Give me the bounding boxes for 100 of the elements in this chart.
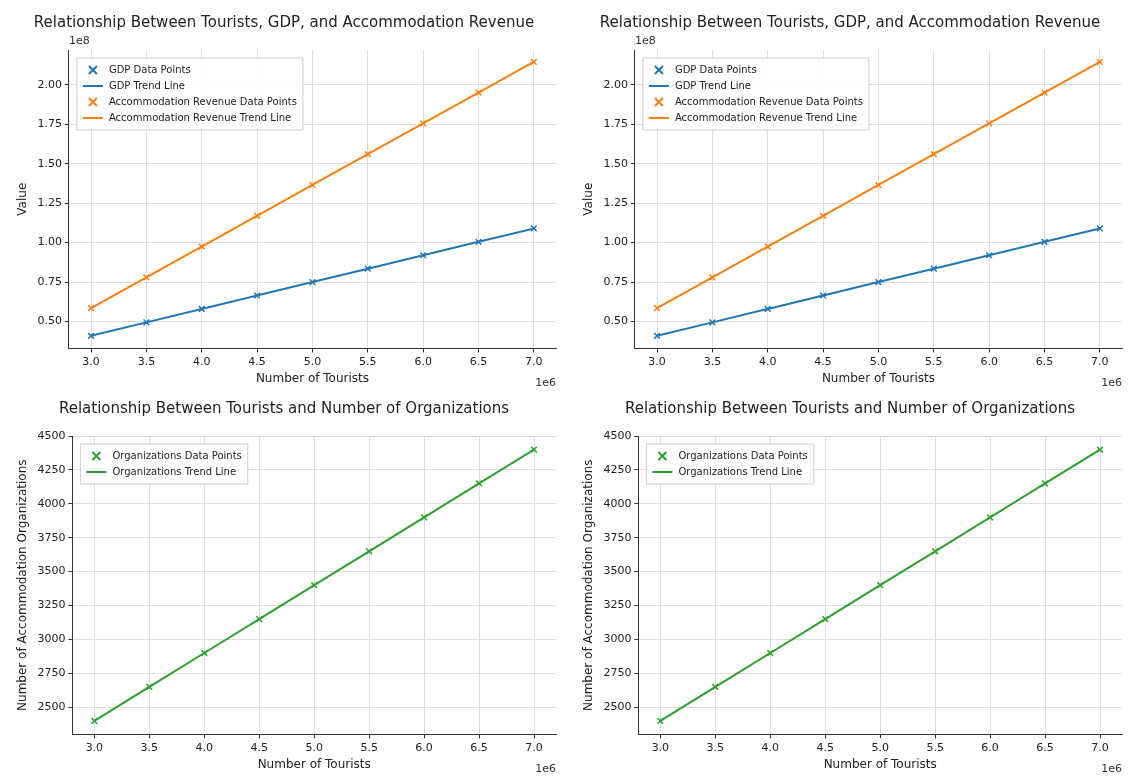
legend-label: Accommodation Revenue Data Points — [108, 95, 297, 107]
y-tick-label: 4500 — [37, 428, 66, 442]
chart-title: Relationship Between Tourists and Number of Organizations — [624, 398, 1076, 417]
y-tick-label: 2500 — [603, 700, 632, 714]
y-tick-label: 3500 — [603, 564, 632, 578]
x-tick-label: 5.5 — [359, 354, 377, 368]
y-tick-label: 3250 — [37, 598, 66, 612]
y-tick-label: 0.75 — [37, 274, 62, 288]
x-tick-label: 3.0 — [651, 740, 670, 754]
x-tick-label: 4.0 — [192, 354, 211, 368]
point — [310, 581, 318, 589]
y-axis-title: Value — [581, 182, 596, 216]
point — [364, 150, 372, 158]
point — [708, 273, 716, 281]
x-tick-label: 3.5 — [703, 354, 722, 368]
legend-label: GDP Trend Line — [108, 79, 185, 91]
chart-title: Relationship Between Tourists, GDP, and Accommodation Revenue — [599, 12, 1101, 31]
legend-label: GDP Data Points — [108, 63, 191, 75]
y-tick-label: 4250 — [603, 462, 632, 476]
point — [874, 181, 883, 189]
x-tick-label: 4.5 — [248, 354, 266, 368]
y-axis-title: Number of Accommodation Organizations — [15, 459, 30, 711]
y-tick-label: 2.00 — [603, 77, 628, 91]
point — [1096, 58, 1104, 66]
y-axis-title: Number of Accommodation Organizations — [581, 459, 596, 711]
x-tick-label: 3.5 — [137, 354, 156, 368]
x-tick-label: 5.5 — [926, 740, 944, 754]
y-tick-label: 0.75 — [603, 274, 628, 288]
y-tick-label: 3250 — [603, 598, 632, 612]
point — [142, 318, 150, 326]
chart-title: Relationship Between Tourists, GDP, and Accommodation Revenue — [33, 12, 535, 31]
y-tick-label: 4000 — [37, 496, 66, 510]
legend-label: GDP Data Points — [674, 63, 757, 75]
x-tick-label: 5.5 — [360, 740, 378, 754]
legend-label: Organizations Trend Line — [112, 465, 237, 477]
y-tick-label: 1.00 — [603, 235, 628, 249]
point — [308, 181, 317, 189]
legend-label: Accommodation Revenue Trend Line — [108, 111, 292, 123]
y-tick-label: 1.25 — [603, 196, 628, 210]
point — [530, 445, 538, 454]
y-tick-label: 4250 — [37, 462, 66, 476]
x-tick-label: 6.0 — [414, 354, 432, 368]
x-tick-label: 6.5 — [1035, 354, 1054, 368]
y-tick-label: 4000 — [603, 496, 632, 510]
point — [876, 581, 884, 589]
y-tick-label: 1.50 — [603, 156, 628, 170]
x-tick-label: 6.5 — [470, 740, 488, 754]
y-tick-label: 1.00 — [37, 235, 62, 249]
legend-label: GDP Trend Line — [674, 79, 751, 91]
x-tick-label: 6.5 — [1036, 740, 1054, 754]
x-tick-label: 3.0 — [82, 354, 100, 368]
text: 1e8 — [68, 34, 90, 47]
x-tick-label: 6.0 — [981, 740, 999, 754]
x-axis-title: Number of Tourists — [257, 756, 371, 771]
y-tick-label: 1.25 — [37, 196, 62, 210]
x-tick-label: 4.0 — [758, 354, 777, 368]
y-tick-label: 3000 — [603, 632, 632, 646]
x-tick-label: 7.0 — [525, 740, 543, 754]
y-tick-label: 4500 — [603, 428, 632, 442]
y-tick-label: 0.50 — [37, 314, 62, 328]
point — [308, 278, 317, 286]
point — [819, 291, 827, 300]
y-tick-label: 2500 — [37, 700, 66, 714]
legend-label: Accommodation Revenue Trend Line — [674, 111, 858, 123]
point — [708, 318, 716, 326]
x-tick-label: 6.5 — [469, 354, 488, 368]
point — [142, 273, 150, 281]
legend-label: Organizations Data Points — [678, 449, 808, 461]
y-tick-label: 0.50 — [603, 314, 628, 328]
x-axis-title: Number of Tourists — [823, 756, 937, 771]
legend-label: Accommodation Revenue Data Points — [674, 95, 863, 107]
x-tick-label: 7.0 — [1091, 740, 1109, 754]
point — [475, 479, 483, 488]
text: 1e6 — [535, 762, 556, 776]
x-tick-label: 7.0 — [525, 354, 543, 368]
legend-label: Organizations Trend Line — [678, 465, 803, 477]
text: 1e6 — [1101, 376, 1122, 390]
x-tick-label: 3.0 — [648, 354, 666, 368]
x-tick-label: 3.5 — [706, 740, 725, 754]
x-tick-label: 3.5 — [140, 740, 159, 754]
text: 1e6 — [535, 376, 556, 390]
point — [1041, 479, 1049, 488]
x-tick-label: 5.0 — [303, 354, 322, 368]
x-tick-label: 6.0 — [415, 740, 433, 754]
x-tick-label: 5.0 — [869, 354, 888, 368]
point — [1096, 445, 1104, 454]
x-tick-label: 4.5 — [250, 740, 268, 754]
y-tick-label: 3500 — [37, 564, 66, 578]
y-tick-label: 2750 — [37, 666, 66, 680]
y-tick-label: 2.00 — [37, 77, 62, 91]
point — [930, 150, 938, 158]
point — [874, 278, 883, 286]
x-tick-label: 6.0 — [980, 354, 998, 368]
y-tick-label: 1.75 — [603, 117, 628, 131]
point — [253, 291, 261, 300]
x-tick-label: 4.5 — [814, 354, 832, 368]
x-tick-label: 4.5 — [816, 740, 834, 754]
y-axis-title: Value — [15, 182, 30, 216]
x-tick-label: 4.0 — [195, 740, 214, 754]
x-tick-label: 5.0 — [305, 740, 323, 754]
